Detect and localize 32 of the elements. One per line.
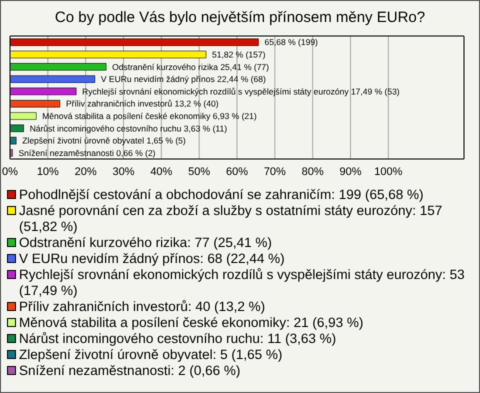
data-label: Příliv zahraničních investorů 13,2 % (40) (66, 98, 219, 109)
data-label: Snížení nezaměstnanosti 0,66 % (2) (18, 148, 156, 158)
legend-label: Snížení nezaměstnanosti: 2 (0,66 %) (19, 363, 240, 379)
x-tick-label: 40% (150, 166, 173, 178)
x-tick-label: 90% (339, 166, 362, 178)
chart-title: Co by podle Vás bylo největším přínosem měny EURo? (54, 8, 426, 28)
data-label: 65,68 % (199) (264, 37, 318, 48)
legend-label: Pohodlnější cestování a obchodování se zahraničím: 199 (65,68 %) (19, 187, 424, 203)
data-label: Měnová stabilita a posílení české ekonomiky 6,93 % (21) (42, 111, 257, 122)
data-label: Zlepšení životní úrovně obyvatel 1,65 % (5) (22, 136, 186, 146)
legend-label: V EURu nevidím žádný přínos: 68 (22,44 %) (19, 251, 285, 267)
x-tick-label: 80% (302, 166, 324, 178)
legend-label: Příliv zahraničních investorů: 40 (13,2 %) (19, 299, 266, 315)
data-label: 51,82 % (157) (212, 50, 266, 60)
x-tick-label: 0% (2, 166, 18, 178)
data-label: Odstranění kurzového rizika 25,41 % (77) (112, 62, 270, 72)
x-tick-label: 100% (374, 166, 403, 178)
x-tick-label: 60% (226, 166, 248, 178)
x-tick-label: 30% (112, 166, 135, 178)
x-tick-label: 10% (36, 166, 60, 178)
data-label: Rychlejší srovnání ekonomických rozdílů s vyspělejšími státy eurozóny 17,49 % (53) (82, 86, 400, 96)
x-tick-label: 70% (264, 166, 286, 178)
x-tick-label: 50% (188, 166, 210, 178)
legend-label: Jasné porovnání cen za zboží a služby s ostatními státy eurozóny: 157 (51,82 %) (19, 203, 444, 235)
legend-label: Zlepšení životní úrovně obyvatel: 5 (1,65 %) (19, 347, 282, 363)
x-tick-label: 20% (74, 166, 97, 178)
legend-label: Měnová stabilita a posílení české ekonomiky: 21 (6,93 %) (19, 315, 364, 331)
legend-label: Odstranění kurzového rizika: 77 (25,41 %) (19, 235, 272, 251)
data-label: Nárůst incomingového cestovního ruchu 3,63 % (11) (30, 123, 228, 134)
legend-label: Rychlejší srovnání ekonomických rozdílů s vyspělejšími státy eurozóny: 53 (17,49 %) (19, 267, 466, 299)
data-label: V EURu nevidím žádný přínos 22,44 % (68) (100, 74, 266, 84)
legend-label: Nárůst incomingového cestovního ruchu: 11 (3,63 %) (19, 331, 336, 347)
